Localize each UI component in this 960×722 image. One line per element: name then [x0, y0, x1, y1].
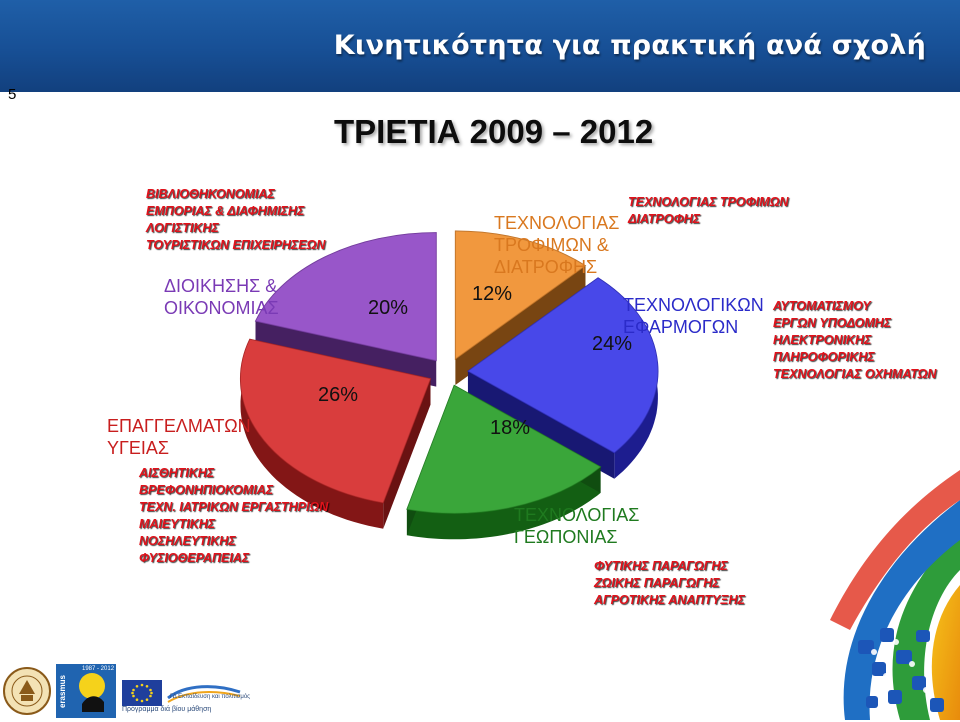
pie-slice-highlight — [255, 232, 437, 361]
label-agri-line2: ΓΕΩΠΟΝΙΑΣ — [514, 527, 618, 547]
header-title: Κινητικότητα για πρακτική ανά σχολή — [333, 30, 926, 61]
label-mgmt-line1: ΔΙΟΙΚΗΣΗΣ & — [164, 276, 278, 296]
pie-slice-highlight — [455, 230, 586, 359]
dept-item: ΦΥΤΙΚΗΣ ΠΑΡΑΓΩΓΗΣ — [594, 559, 728, 573]
dept-item: ΒΡΕΦΟΝΗΠΙΟΚΟΜΙΑΣ — [139, 483, 274, 497]
pie-slice-top — [406, 384, 602, 514]
pie-slice-top — [240, 338, 432, 504]
dept-item: ΛΟΓΙΣΤΙΚΗΣ — [146, 221, 219, 235]
label-mgmt: ΔΙΟΙΚΗΣΗΣ & ΟΙΚΟΝΟΜΙΑΣ — [164, 275, 279, 319]
pie-slice-wall — [383, 378, 431, 529]
dept-item: ΑΥΤΟΜΑΤΙΣΜΟΥ — [773, 299, 871, 313]
dept-item: ΗΛΕΚΤΡΟΝΙΚΗΣ — [773, 333, 872, 347]
pie-slice-side — [406, 466, 601, 540]
erasmus-years: 1987 - 2012 — [82, 666, 115, 672]
label-tech-line1: ΤΕΧΝΟΛΟΓΙΚΩΝ — [623, 295, 764, 315]
pie-slice-wall — [467, 371, 615, 479]
label-health: ΕΠΑΓΓΕΛΜΑΤΩΝ ΥΓΕΙΑΣ — [107, 415, 251, 459]
university-seal-logo — [2, 664, 52, 718]
dept-list-health: ΑΙΣΘΗΤΙΚΗΣ ΒΡΕΦΟΝΗΠΙΟΚΟΜΙΑΣ ΤΕΧΝ. ΙΑΤΡΙΚ… — [139, 465, 328, 567]
label-food-line2: ΤΡΟΦΙΜΩΝ & — [494, 235, 609, 255]
pie-slice-wall — [455, 265, 586, 385]
erasmus-text: erasmus — [58, 675, 67, 708]
dept-item: ΝΟΣΗΛΕΥΤΙΚΗΣ — [139, 534, 236, 548]
pie-slice-side — [240, 339, 384, 529]
pie-slice-2 — [406, 384, 602, 540]
label-health-line1: ΕΠΑΓΓΕΛΜΑΤΩΝ — [107, 416, 251, 436]
pie-slice-highlight — [467, 277, 658, 453]
pie-value-label: 18% — [490, 417, 530, 439]
label-food-line1: ΤΕΧΝΟΛΟΓΙΑΣ — [494, 213, 620, 233]
header-bar: Κινητικότητα για πρακτική ανά σχολή — [0, 0, 960, 92]
dept-item: ΦΥΣΙΟΘΕΡΑΠΕΙΑΣ — [139, 551, 250, 565]
pie-slice-4 — [254, 232, 437, 387]
dept-item: ΤΟΥΡΙΣΤΙΚΩΝ ΕΠΙΧΕΙΡΗΣΕΩΝ — [146, 238, 326, 252]
pie-value-label: 26% — [318, 384, 358, 406]
dept-list-agriculture: ΦΥΤΙΚΗΣ ΠΑΡΑΓΩΓΗΣ ΖΩΙΚΗΣ ΠΑΡΑΓΩΓΗΣ ΑΓΡΟΤ… — [594, 558, 745, 609]
dept-item: ΤΕΧΝ. ΙΑΤΡΙΚΩΝ ΕΡΓΑΣΤΗΡΙΩΝ — [139, 500, 329, 514]
label-tech: ΤΕΧΝΟΛΟΓΙΚΩΝ ΕΦΑΡΜΟΓΩΝ — [623, 294, 764, 338]
dept-list-management: ΒΙΒΛΙΟΘΗΚΟΝΟΜΙΑΣ ΕΜΠΟΡΙΑΣ & ΔΙΑΦΗΜΙΣΗΣ Λ… — [146, 186, 325, 254]
dept-item: ΔΙΑΤΡΟΦΗΣ — [628, 212, 701, 226]
pie-value-label: 20% — [368, 297, 408, 319]
label-food: ΤΕΧΝΟΛΟΓΙΑΣ ΤΡΟΦΙΜΩΝ & ΔΙΑΤΡΟΦΗΣ — [494, 212, 619, 278]
dept-item: ΠΛΗΡΟΦΟΡΙΚΗΣ — [773, 350, 875, 364]
pie-slice-top — [467, 277, 659, 454]
label-health-line2: ΥΓΕΙΑΣ — [107, 438, 170, 458]
pie-value-label: 24% — [592, 333, 632, 355]
pie-slice-0 — [454, 230, 587, 385]
label-agri: ΤΕΧΝΟΛΟΓΙΑΣ ΓΕΩΠΟΝΙΑΣ — [514, 504, 639, 548]
label-tech-line2: ΕΦΑΡΜΟΓΩΝ — [623, 317, 739, 337]
pie-value-label: 12% — [472, 283, 512, 305]
label-mgmt-line2: ΟΙΚΟΝΟΜΙΑΣ — [164, 298, 279, 318]
label-food-line3: ΔΙΑΤΡΟΦΗΣ — [494, 257, 598, 277]
slide-number: 5 — [8, 86, 17, 103]
pie-slice-top — [454, 230, 587, 360]
pie-slice-3 — [240, 338, 432, 529]
dept-item: ΜΑΙΕΥΤΙΚΗΣ — [139, 517, 216, 531]
program-caption: Πρόγραμμα διά βίου μάθηση — [122, 706, 212, 713]
ec-caption: ΓΔ Εκπαίδευση και πολιτισμός — [170, 694, 251, 700]
pie-slice-1 — [467, 277, 659, 479]
dept-item: ΕΡΓΩΝ ΥΠΟΔΟΜΗΣ — [773, 316, 892, 330]
dept-item: ΤΕΧΝΟΛΟΓΙΑΣ ΟΧΗΜΑΤΩΝ — [773, 367, 937, 381]
dept-item: ΖΩΙΚΗΣ ΠΑΡΑΓΩΓΗΣ — [594, 576, 720, 590]
label-agri-line1: ΤΕΧΝΟΛΟΓΙΑΣ — [514, 505, 640, 525]
lifelong-learning-logo — [166, 682, 242, 704]
dept-item: ΑΓΡΟΤΙΚΗΣ ΑΝΑΠΤΥΞΗΣ — [594, 593, 745, 607]
dept-list-technology: ΑΥΤΟΜΑΤΙΣΜΟΥ ΕΡΓΩΝ ΥΠΟΔΟΜΗΣ ΗΛΕΚΤΡΟΝΙΚΗΣ… — [773, 298, 936, 383]
eu-flag-logo — [122, 680, 162, 706]
dept-item: ΑΙΣΘΗΤΙΚΗΣ — [139, 466, 215, 480]
period-title: ΤΡΙΕΤΙΑ 2009 – 2012 — [334, 113, 654, 150]
dept-item: ΕΜΠΟΡΙΑΣ & ΔΙΑΦΗΜΙΣΗΣ — [146, 204, 305, 218]
dept-list-food: ΤΕΧΝΟΛΟΓΙΑΣ ΤΡΟΦΙΜΩΝ ΔΙΑΤΡΟΦΗΣ — [628, 194, 788, 228]
erasmus-logo: erasmus 1987 - 2012 — [56, 664, 116, 718]
pie-slice-top — [254, 232, 437, 362]
dept-item: ΤΕΧΝΟΛΟΓΙΑΣ ΤΡΟΦΙΜΩΝ — [628, 195, 789, 209]
pie-slice-highlight — [240, 339, 431, 503]
dept-item: ΒΙΒΛΙΟΘΗΚΟΝΟΜΙΑΣ — [146, 187, 275, 201]
pie-slice-highlight — [406, 385, 601, 514]
